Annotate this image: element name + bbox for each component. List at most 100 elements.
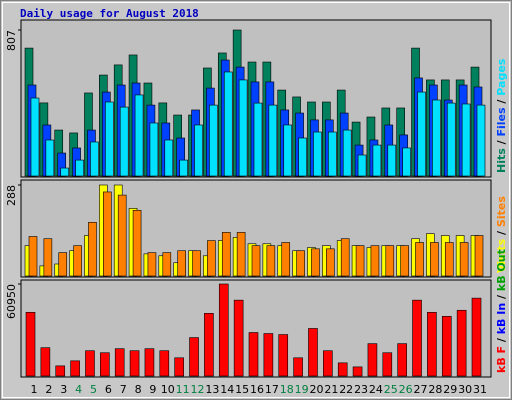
bar [85,350,95,377]
bar [103,191,112,277]
bar [446,102,456,177]
bar [28,236,38,277]
y-tick-label: 60950 [5,284,18,319]
bar [55,365,66,377]
x-tick-label: 9 [149,383,156,396]
legend-entry: kB F [495,346,508,373]
bar [402,147,411,177]
x-tick-label: 22 [339,383,353,396]
x-tick-label: 1 [31,383,38,396]
x-tick-label: 11 [176,383,190,396]
bar [149,122,159,177]
bar [70,360,80,377]
bar [340,238,350,277]
bar [238,79,248,177]
bar [105,101,114,177]
x-tick-label: 27 [414,383,428,396]
bar [147,252,157,277]
bar [430,242,439,277]
bar [444,242,454,277]
bar [207,240,216,277]
x-tick-label: 12 [191,383,205,396]
bar [476,104,486,177]
bar [60,167,70,177]
x-tick-label: 23 [354,383,368,396]
bar [441,316,452,377]
bar [278,334,289,377]
bar [268,104,278,177]
bar [221,232,231,277]
bar [209,104,218,177]
bar [372,144,382,177]
bar [223,71,233,177]
legend-entry: Pages [495,58,508,96]
x-tick-label: 7 [120,383,127,396]
bar [179,159,188,177]
bar [144,348,155,377]
bar [357,154,367,177]
bar [248,332,259,377]
bar [367,343,378,377]
legend-entry: kB Out [495,249,508,291]
bar [251,245,261,277]
legend-entry: Files [495,107,508,137]
bar [328,131,337,177]
x-tick-label: 26 [399,383,413,396]
bar [471,297,482,377]
x-tick-label: 3 [60,383,67,396]
bar [342,129,352,177]
bar [308,328,318,377]
x-tick-label: 15 [235,383,249,396]
bar [382,352,393,377]
bar [432,99,441,177]
bar [266,245,276,277]
x-tick-label: 31 [473,383,487,396]
bar [73,245,82,277]
bar [233,299,244,377]
bar [90,141,99,177]
bar [298,137,307,177]
x-tick-label: 10 [161,383,175,396]
bar [412,299,422,377]
bar [159,350,170,377]
bar [427,311,437,377]
legend-separator: / [495,227,508,239]
bar [311,248,320,277]
x-tick-label: 25 [384,383,398,396]
bar [204,312,214,377]
bar [129,350,140,377]
x-tick-label: 28 [428,383,442,396]
bar [337,362,348,377]
bar [370,245,380,277]
bar [400,245,409,277]
x-tick-label: 8 [135,383,142,396]
bar [43,238,53,277]
legend-separator: / [495,96,508,108]
x-tick-label: 13 [205,383,219,396]
x-tick-label: 4 [75,383,82,396]
bar [162,252,172,277]
legend-separator: / [495,291,508,303]
legend-separator: / [495,137,508,149]
bar [58,252,68,277]
bar [218,283,229,377]
y-tick-label: 288 [5,185,18,206]
bar [25,311,36,377]
bar [177,250,186,277]
bar [456,309,467,377]
bar [88,221,97,277]
x-tick-label: 5 [90,383,97,396]
x-tick-label: 18 [280,383,294,396]
bar [192,250,201,277]
bar [397,343,407,377]
bar [114,348,125,377]
bar [132,209,142,277]
legend: Hits / Files / Pages [495,58,508,173]
bar [355,245,365,277]
bar [75,159,84,177]
bar [417,91,426,177]
legend: kB F / kB In / kB Out [495,249,508,373]
chart-title: Daily usage for August 2018 [20,7,199,20]
legend-entry: Hits [495,148,508,173]
